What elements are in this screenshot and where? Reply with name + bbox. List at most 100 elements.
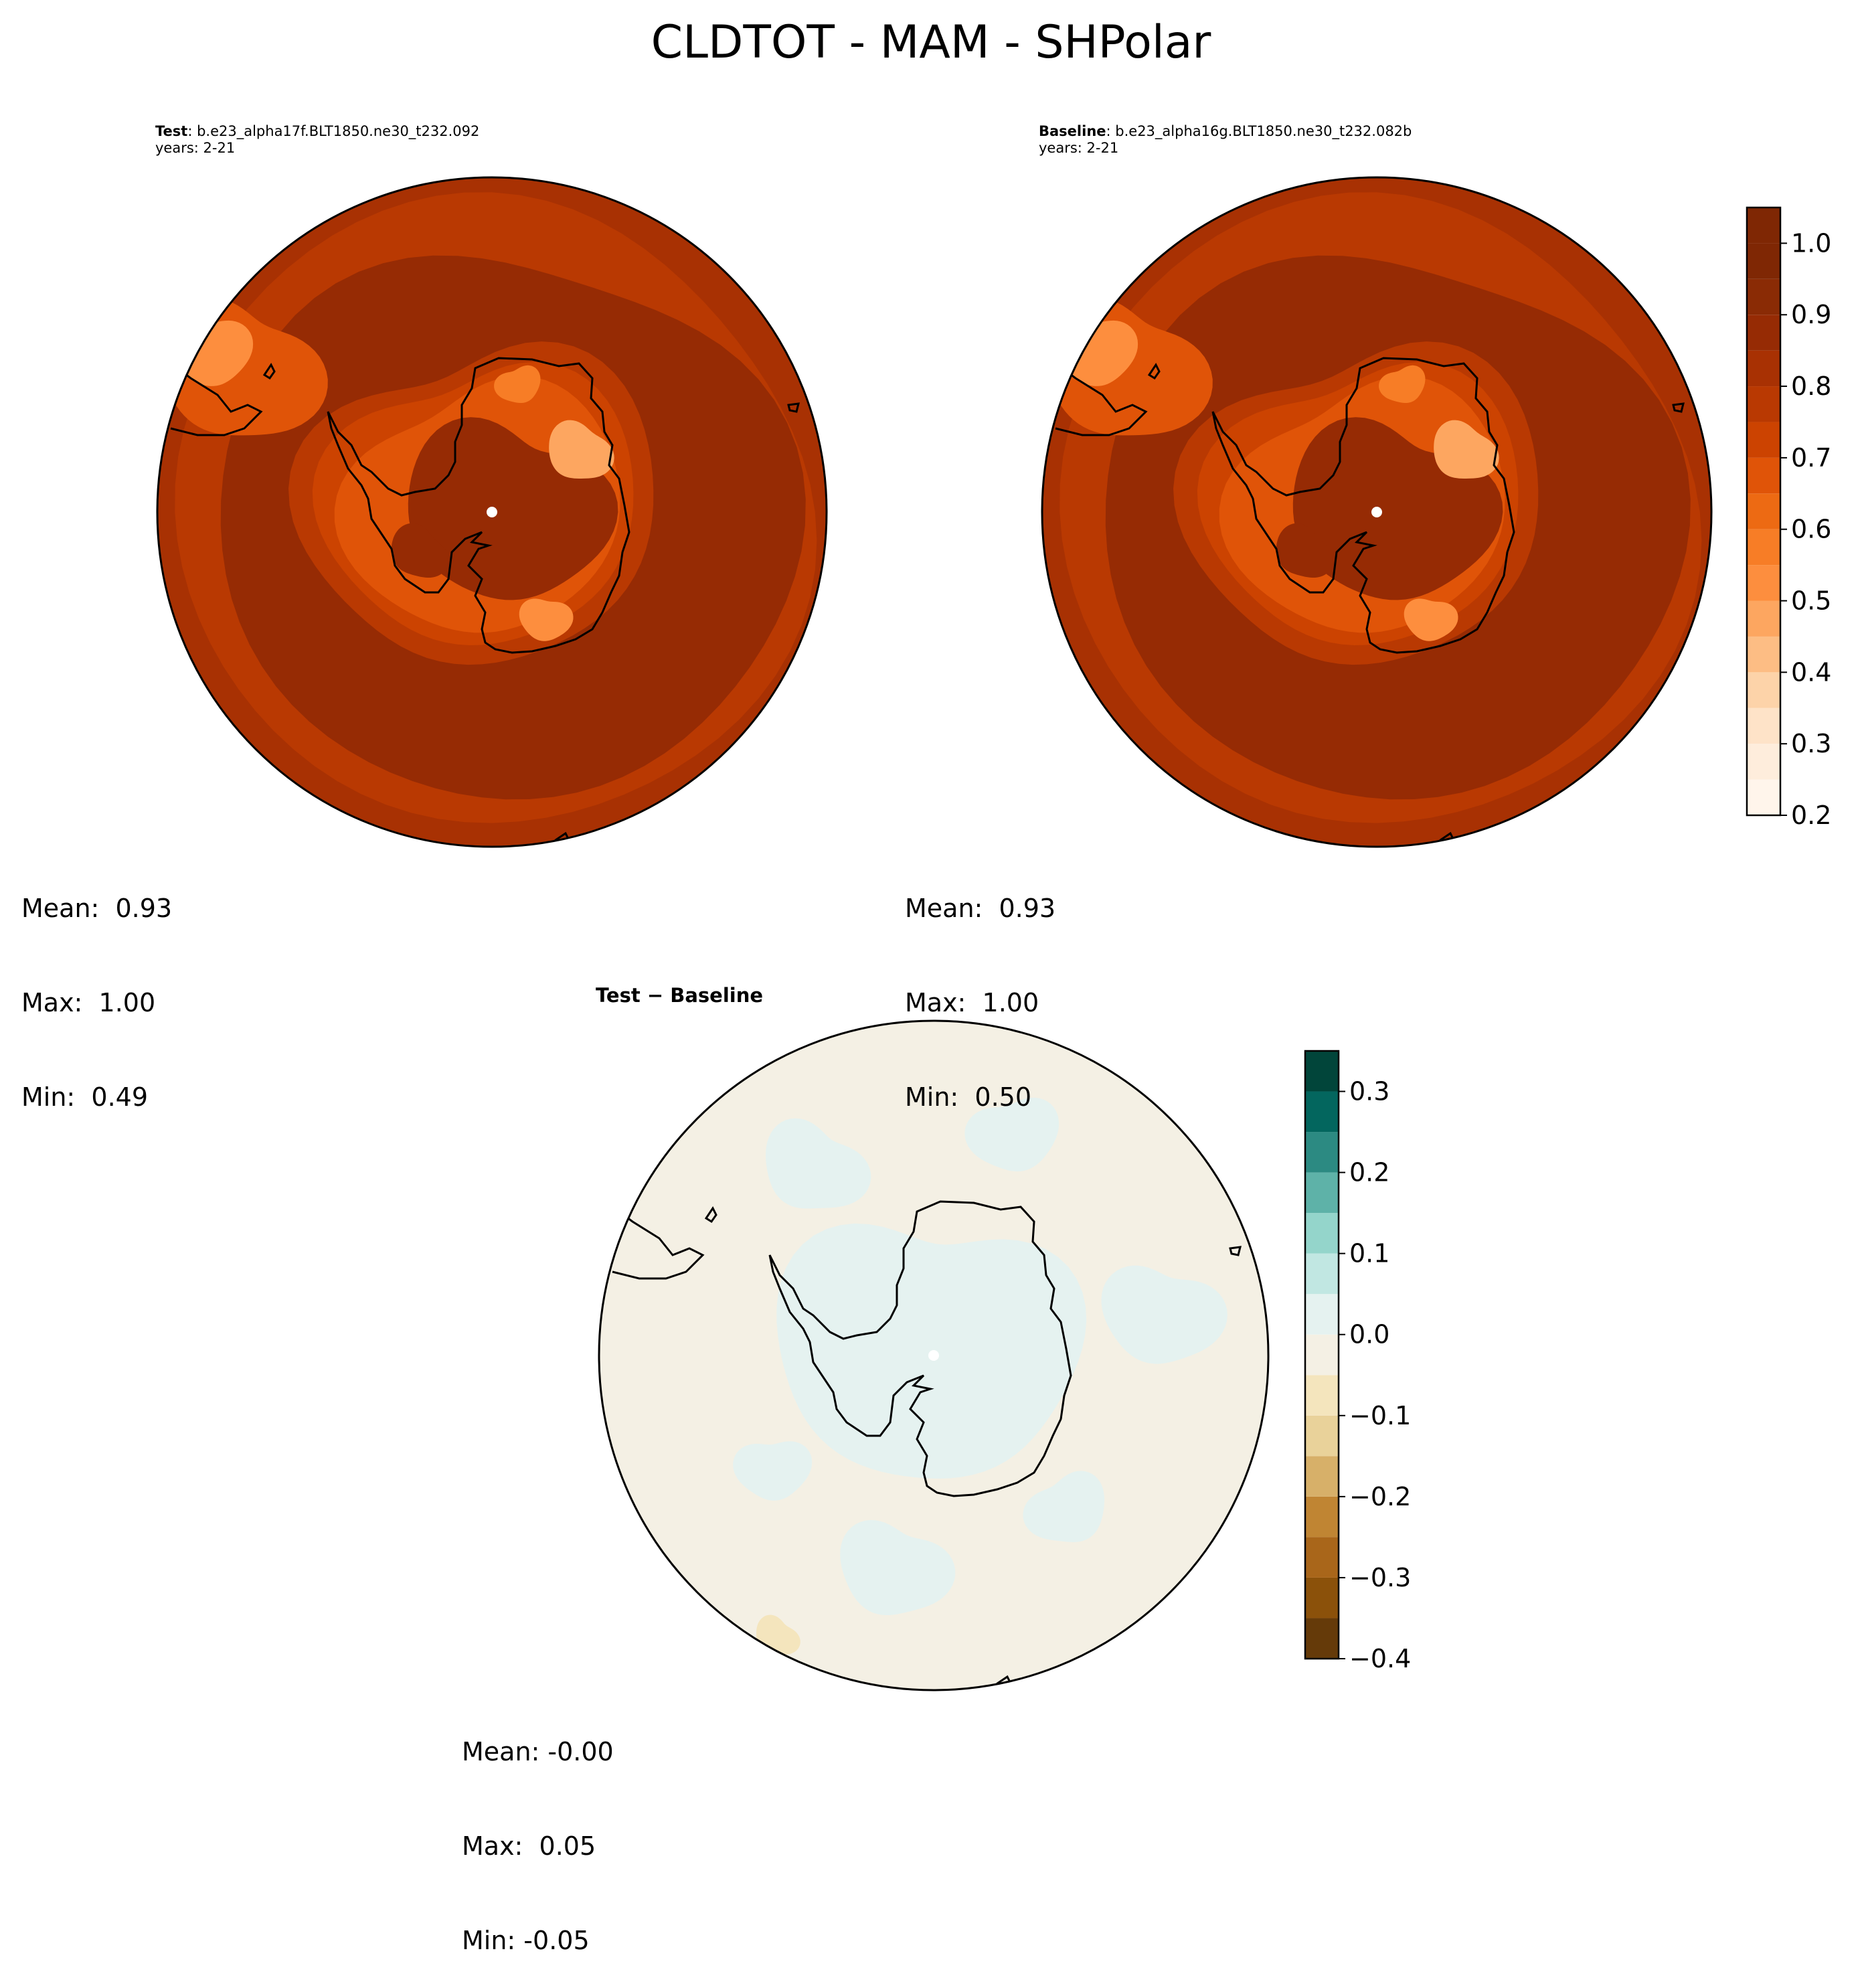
difference-colorbar-segment xyxy=(1305,1496,1339,1538)
difference-map-boundary xyxy=(598,1019,1270,1691)
difference-colorbar-segment xyxy=(1305,1375,1339,1416)
difference-colorbar-segment xyxy=(1305,1051,1339,1092)
difference-positive-patch-east xyxy=(1101,1265,1228,1364)
absolute-colorbar-tick-label: 0.2 xyxy=(1791,801,1831,830)
baseline-pole-marker xyxy=(1371,507,1382,517)
difference-colorbar-tick-label: −0.2 xyxy=(1349,1482,1411,1511)
absolute-colorbar-tick-label: 0.7 xyxy=(1791,443,1831,473)
absolute-colorbar-segment xyxy=(1747,208,1780,244)
absolute-colorbar-segment xyxy=(1747,278,1780,315)
absolute-colorbar-segment xyxy=(1747,529,1780,566)
test-map-boundary xyxy=(156,176,828,848)
baseline-label: Baseline xyxy=(1039,123,1106,139)
difference-colorbar-segment xyxy=(1305,1618,1339,1659)
absolute-colorbar-segment xyxy=(1747,386,1780,422)
difference-colorbar-segment xyxy=(1305,1091,1339,1133)
difference-colorbar-frame xyxy=(1304,1050,1340,1660)
baseline-peninsula-dark-patch xyxy=(1276,523,1334,578)
absolute-colorbar-segment xyxy=(1747,493,1780,529)
baseline-years: years: 2-21 xyxy=(1039,140,1119,156)
absolute-colorbar-segment xyxy=(1747,565,1780,601)
absolute-colorbar-frame xyxy=(1746,206,1782,817)
difference-colorbar: −0.4 −0.3 −0.2 −0.1 0.0 0.1 0.2 0.3 xyxy=(1304,1050,1411,1673)
difference-colorbar-segment xyxy=(1305,1172,1339,1214)
baseline-stat-min: Min: 0.50 xyxy=(905,1082,1031,1112)
test-label: Test xyxy=(155,123,188,139)
test-panel-header: Test: b.e23_alpha17f.BLT1850.ne30_t232.0… xyxy=(155,123,479,157)
difference-colorbar-tick-label: −0.3 xyxy=(1349,1563,1411,1592)
difference-colorbar-segment xyxy=(1305,1537,1339,1578)
baseline-island-coastline xyxy=(1147,363,1161,380)
difference-positive-patch-south xyxy=(840,1519,956,1615)
absolute-colorbar-tick-label: 1.0 xyxy=(1791,228,1831,258)
absolute-colorbar-segment xyxy=(1747,600,1780,637)
difference-colorbar-tick-label: 0.1 xyxy=(1349,1239,1389,1268)
difference-colorbar-tick-label: 0.0 xyxy=(1349,1320,1389,1349)
absolute-colorbar-segment xyxy=(1747,708,1780,744)
baseline-island-coastline xyxy=(1672,402,1685,413)
absolute-colorbar-segment xyxy=(1747,315,1780,351)
difference-colorbar-tick-label: −0.4 xyxy=(1349,1644,1411,1673)
difference-colorbar-segment xyxy=(1305,1415,1339,1457)
difference-colorbar-tick-label: 0.3 xyxy=(1349,1077,1389,1106)
absolute-colorbar-segment xyxy=(1747,350,1780,387)
difference-colorbar-segment xyxy=(1305,1577,1339,1619)
difference-positive-patch-southeast xyxy=(1023,1471,1105,1542)
difference-colorbar-segment xyxy=(1305,1334,1339,1376)
baseline-polar-map xyxy=(1041,176,1713,848)
absolute-colorbar-tick-label: 0.4 xyxy=(1791,657,1831,687)
difference-colorbar-tick-label: 0.2 xyxy=(1349,1158,1389,1187)
difference-positive-patch-northeast xyxy=(964,1097,1060,1172)
absolute-colorbar-segment xyxy=(1747,779,1780,815)
test-pole-marker xyxy=(487,507,497,517)
absolute-colorbar-segment xyxy=(1747,636,1780,673)
difference-south-america-coastline xyxy=(605,1200,705,1280)
baseline-coastal-minimum-south xyxy=(1404,598,1458,641)
difference-pole-marker xyxy=(928,1350,939,1361)
difference-colorbar-segment xyxy=(1305,1253,1339,1295)
test-coastal-minimum-south xyxy=(519,598,574,641)
difference-stat-max: Max: 0.05 xyxy=(462,1831,596,1861)
test-years: years: 2-21 xyxy=(155,140,236,156)
absolute-colorbar-tick-label: 0.5 xyxy=(1791,586,1831,616)
baseline-coastal-minimum-north xyxy=(1379,365,1426,403)
test-south-america-coastline xyxy=(163,357,263,436)
absolute-colorbar-segment xyxy=(1747,457,1780,494)
test-stat-min: Min: 0.49 xyxy=(21,1082,148,1112)
baseline-stat-max: Max: 1.00 xyxy=(905,988,1039,1017)
test-polar-map xyxy=(156,176,828,848)
difference-colorbar-tick-label: −0.1 xyxy=(1349,1401,1411,1430)
absolute-colorbar: 0.2 0.3 0.4 0.5 0.6 0.7 0.8 0.9 1.0 xyxy=(1746,206,1831,830)
difference-positive-patch-west xyxy=(733,1441,813,1501)
test-island-coastline xyxy=(787,402,800,413)
difference-colorbar-segment xyxy=(1305,1213,1339,1254)
baseline-south-america-coastline xyxy=(1048,357,1148,436)
baseline-coastal-minimum-east xyxy=(1434,420,1499,479)
difference-panel-title: Test − Baseline xyxy=(596,984,764,1007)
absolute-colorbar-segment xyxy=(1747,672,1780,708)
test-peninsula-dark-patch xyxy=(391,523,449,578)
test-antarctica-coastline xyxy=(327,357,630,654)
difference-positive-patch-north xyxy=(766,1118,871,1209)
difference-stat-mean: Mean: -0.00 xyxy=(462,1737,614,1766)
test-case-name: : b.e23_alpha17f.BLT1850.ne30_t232.092 xyxy=(187,123,480,139)
test-island-coastline xyxy=(262,363,276,380)
absolute-colorbar-segment xyxy=(1747,422,1780,458)
baseline-antarctica-coastline xyxy=(1211,357,1515,654)
difference-negative-patch xyxy=(756,1614,800,1655)
test-coastal-minimum-east xyxy=(549,420,614,479)
figure-title: CLDTOT - MAM - SHPolar xyxy=(651,16,1211,69)
baseline-case-name: : b.e23_alpha16g.BLT1850.ne30_t232.082b xyxy=(1106,123,1412,139)
baseline-stat-mean: Mean: 0.93 xyxy=(905,894,1056,923)
baseline-map-boundary xyxy=(1041,176,1713,848)
difference-island-coastline xyxy=(1229,1246,1242,1256)
baseline-panel-header: Baseline: b.e23_alpha16g.BLT1850.ne30_t2… xyxy=(1039,123,1412,157)
absolute-colorbar-tick-label: 0.9 xyxy=(1791,300,1831,329)
difference-island-coastline xyxy=(704,1206,717,1224)
test-stat-mean: Mean: 0.93 xyxy=(21,894,173,923)
difference-colorbar-segment xyxy=(1305,1132,1339,1173)
difference-colorbar-segment xyxy=(1305,1294,1339,1335)
baseline-stats: Mean: 0.93 Max: 1.00 Min: 0.50 xyxy=(905,830,1055,1145)
test-coastal-minimum-north xyxy=(494,365,541,403)
difference-stats: Mean: -0.00 Max: 0.05 Min: -0.05 xyxy=(462,1673,614,1988)
